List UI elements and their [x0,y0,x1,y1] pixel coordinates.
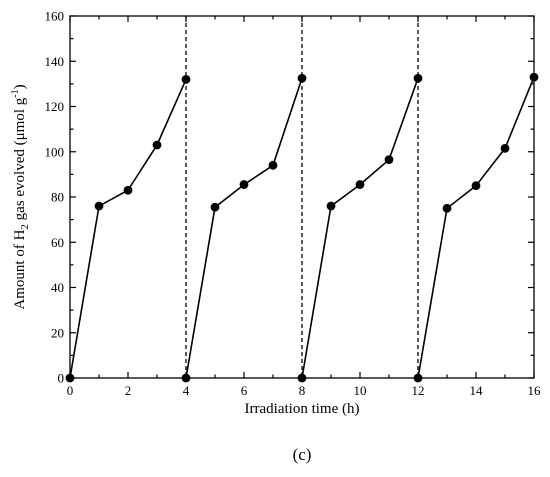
series-line [69,79,187,379]
x-tick-label: 12 [412,383,425,398]
y-tick-label: 0 [58,371,65,386]
y-axis-label: Amount of H2 gas evolved (μmol g-1) [10,84,31,309]
y-tick-label: 60 [51,235,64,250]
x-tick-label: 16 [528,383,542,398]
y-axis-label-middle: gas evolved (μmol g [12,97,28,224]
y-axis-label-subscript: 2 [19,224,31,230]
data-point [94,201,104,211]
data-point [239,180,249,189]
x-tick-label: 2 [125,383,132,398]
y-tick-label: 20 [51,325,64,340]
y-axis-label-prefix: Amount of H [12,229,28,309]
series-line [417,76,535,379]
data-point [181,74,191,84]
data-point [268,160,278,170]
x-tick-label: 14 [470,383,484,398]
data-point [355,180,365,189]
y-tick-label: 160 [45,9,65,24]
figure-caption: (c) [293,445,312,464]
y-axis-label-suffix: ) [12,84,28,89]
x-tick-label: 0 [67,383,74,398]
axes [69,15,535,379]
data-point [471,181,481,191]
data-point [442,203,452,213]
x-tick-label: 4 [183,383,190,398]
data-point [297,73,307,83]
y-tick-label: 80 [51,190,64,205]
y-axis-label-superscript: -1 [10,89,21,97]
data-point [210,202,220,212]
x-tick-label: 6 [241,383,248,398]
plot-frame [69,15,535,379]
axis-labels: 0 2 4 6 8 10 12 14 16020406080100120140160Irradi… [10,9,541,465]
y-tick-label: 140 [45,54,65,69]
x-axis-label: Irradiation time (h) [245,401,360,417]
x-tick-label: 10 [354,383,367,398]
data-point [500,143,510,153]
series-line [301,77,419,379]
cycle-dividers [185,16,419,378]
data-point [326,201,336,211]
data-point [384,155,394,165]
x-tick-label: 8 [299,383,306,398]
y-tick-label: 100 [45,144,65,159]
data-point [152,140,162,150]
y-tick-label: 40 [51,280,64,295]
data-point [413,73,423,83]
series-line [185,77,303,379]
y-tick-label: 120 [45,99,65,114]
data-point [123,185,133,195]
